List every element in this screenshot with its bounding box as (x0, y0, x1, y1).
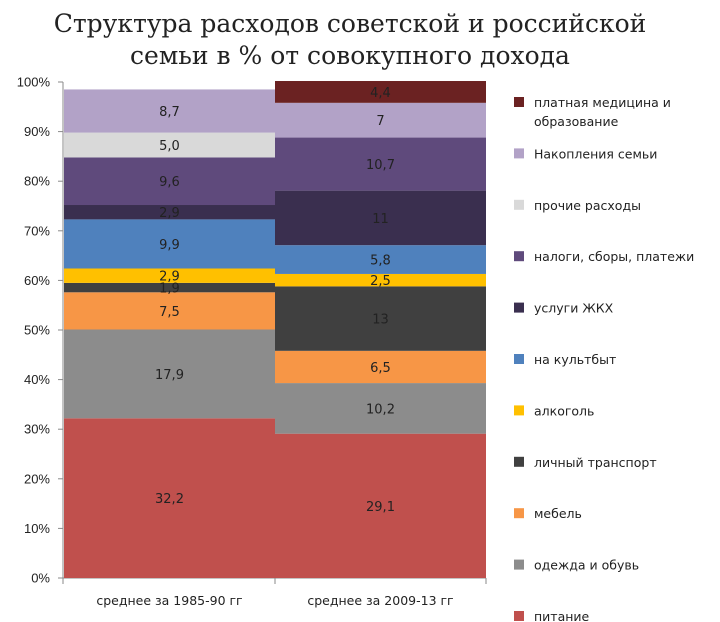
bar-segment (275, 102, 486, 138)
bar-segment (64, 205, 275, 220)
legend-swatch (514, 97, 524, 107)
legend-label: на культбыт (534, 352, 616, 367)
data-label: 5,8 (370, 254, 391, 269)
legend-swatch (514, 199, 524, 210)
legend-swatch (514, 508, 524, 519)
legend-swatch (514, 456, 524, 467)
bar-segment (64, 282, 275, 293)
bar-segment (275, 433, 486, 578)
chart-title-line-1: Структура расходов советской и российско… (53, 9, 647, 38)
data-label: 5,0 (159, 139, 180, 154)
legend-swatch (514, 611, 524, 621)
data-label: 10,7 (366, 158, 395, 173)
data-label: 1,9 (159, 282, 180, 297)
data-label: 17,9 (155, 368, 184, 383)
data-label: 9,9 (159, 238, 180, 253)
data-label: 7,5 (159, 305, 180, 320)
x-category-label: среднее за 1985-90 гг (96, 593, 242, 608)
chart-title-line-2: семьи в % от совокупного дохода (130, 41, 570, 70)
data-label: 6,5 (370, 361, 391, 376)
bar-segment (64, 329, 275, 419)
bar-segment (64, 292, 275, 330)
y-tick-label: 90% (24, 124, 50, 139)
data-label: 2,5 (370, 274, 391, 289)
legend-swatch (514, 354, 524, 364)
data-label: 29,1 (366, 500, 395, 515)
legend-label: налоги, сборы, платежи (534, 249, 694, 264)
legend-label: образование (534, 114, 619, 129)
bar-segment (275, 350, 486, 384)
y-tick-label: 100% (17, 75, 51, 90)
y-tick-label: 60% (24, 273, 50, 288)
legend-swatch (514, 302, 524, 313)
data-label: 2,9 (159, 270, 180, 285)
bar-segment (275, 81, 486, 103)
legend-swatch (514, 559, 524, 570)
data-label: 2,9 (159, 206, 180, 221)
bar-segment (275, 286, 486, 351)
bar-segment (64, 89, 275, 133)
legend-swatch (514, 405, 524, 416)
legend-label: питание (534, 609, 590, 622)
axis-layer: 0% 10% 20% 30% 40% 50% 60% 70% 80% 90% 100% среднее… (17, 75, 487, 608)
legend-label: алкоголь (534, 403, 594, 418)
y-tick-label: 10% (24, 521, 50, 536)
bar-segment (64, 268, 275, 283)
legend-label: платная медицина и (534, 95, 671, 110)
legend-swatch (514, 251, 524, 262)
data-label: 11 (372, 212, 389, 227)
data-label: 10,2 (366, 402, 395, 417)
legend-label: одежда и обувь (534, 558, 639, 573)
bar-segment (64, 219, 275, 269)
legend-label: услуги ЖКХ (534, 301, 614, 316)
bars-layer (64, 81, 486, 578)
bar-segment (275, 383, 486, 434)
y-tick-label: 20% (24, 471, 50, 486)
legend-swatch (514, 148, 524, 159)
bar-segment (275, 190, 486, 246)
y-tick-label: 50% (24, 323, 50, 338)
y-tick-label: 0% (31, 571, 50, 586)
x-category-label: среднее за 2009-13 гг (307, 593, 453, 608)
data-label: 4,4 (370, 86, 391, 101)
bar-segment (275, 137, 486, 191)
legend-label: Накопления семьи (534, 146, 657, 161)
bar-segment (64, 418, 275, 578)
data-labels-layer: 32,217,97,51,92,99,92,99,65,08,729,110,2… (155, 86, 395, 515)
data-label: 9,6 (159, 175, 180, 190)
y-tick-label: 70% (24, 223, 50, 238)
data-label: 8,7 (159, 105, 180, 120)
bar-segment (275, 245, 486, 274)
data-label: 7 (376, 114, 384, 129)
legend-label: прочие расходы (534, 198, 641, 213)
y-tick-label: 80% (24, 174, 50, 189)
y-tick-label: 40% (24, 372, 50, 387)
data-label: 13 (372, 313, 389, 328)
bar-segment (64, 132, 275, 158)
bar-segment (275, 273, 486, 287)
chart-title: Структура расходов советской и российско… (40, 8, 660, 72)
bar-segment (64, 157, 275, 206)
data-label: 32,2 (155, 492, 184, 507)
legend-label: личный транспорт (534, 455, 657, 470)
legend: платная медицина и образование Накопления … (514, 95, 694, 622)
legend-label: мебель (534, 506, 582, 521)
y-tick-label: 30% (24, 422, 50, 437)
